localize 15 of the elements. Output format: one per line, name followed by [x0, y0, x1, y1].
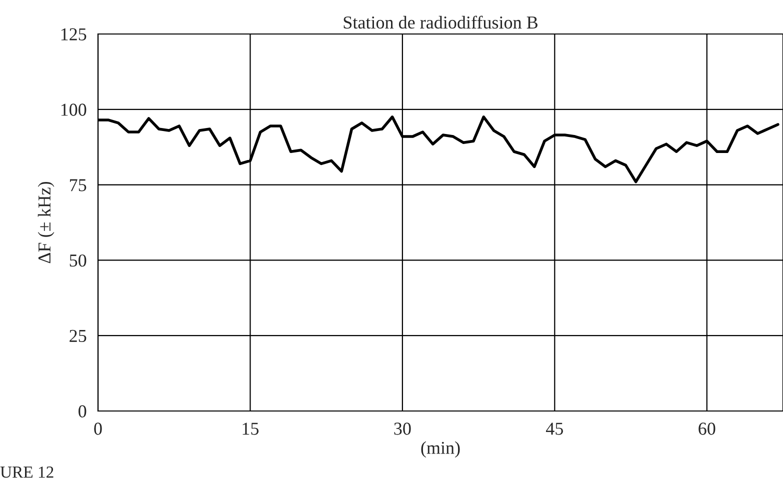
y-tick-label: 100: [61, 104, 86, 116]
y-tick-label: 25: [70, 330, 86, 342]
x-tick-label: 60: [698, 422, 716, 435]
x-tick-label: 30: [394, 422, 411, 435]
x-tick-label: 15: [242, 422, 259, 435]
x-tick-label: 0: [94, 422, 102, 435]
x-tick-label: 45: [546, 422, 563, 435]
text: URE 12: [0, 466, 54, 478]
y-tick-label: 125: [61, 28, 86, 40]
y-tick-label: 75: [70, 179, 86, 192]
y-tick-label: 0: [78, 405, 86, 418]
x-axis-title: (min): [421, 441, 460, 458]
chart-title: Station de radiodiffusion B: [344, 16, 538, 29]
y-axis-title: ΔF (± kHz): [38, 182, 54, 264]
y-tick-label: 50: [70, 254, 86, 267]
